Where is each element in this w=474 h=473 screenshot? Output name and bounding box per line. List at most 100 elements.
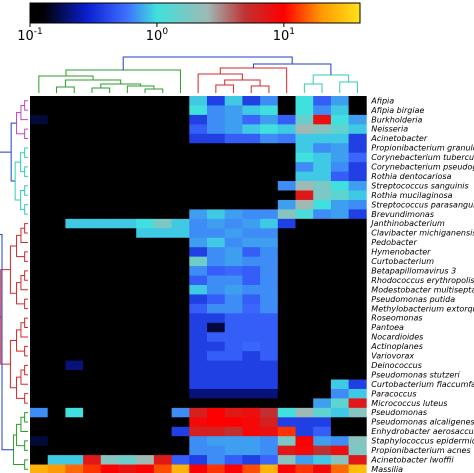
heatmap-cell (277, 266, 296, 276)
heatmap-cell (65, 360, 84, 371)
heatmap-cell (136, 162, 155, 172)
heatmap-cell (277, 181, 296, 191)
heatmap-cell (30, 285, 49, 295)
heatmap-cell (313, 436, 332, 447)
heatmap-cell (277, 360, 296, 371)
heatmap-cell (100, 388, 119, 399)
heatmap-cell (260, 181, 279, 191)
heatmap-cell (118, 237, 137, 248)
heatmap-cell (83, 388, 102, 399)
heatmap-cell (47, 379, 66, 390)
heatmap-cell (295, 152, 314, 163)
heatmap-cell (153, 256, 172, 267)
heatmap-cell (295, 171, 314, 182)
heatmap-cell (295, 455, 314, 465)
heatmap-cell (330, 464, 349, 473)
heatmap-cell (47, 181, 66, 191)
heatmap-cell (207, 322, 226, 333)
row-label: Corynebacterium pseudogenitalium (371, 163, 474, 172)
heatmap-cell (295, 133, 314, 144)
heatmap-cell (136, 426, 155, 437)
heatmap-cell (100, 303, 119, 314)
heatmap-cell (242, 181, 261, 191)
heatmap-cell (47, 275, 66, 286)
heatmap-cell (136, 190, 155, 201)
heatmap-cell (224, 285, 243, 295)
dendrogram-link (215, 84, 235, 93)
row-label: Pseudomonas (371, 408, 427, 417)
heatmap-cell (30, 96, 49, 106)
heatmap-cell (83, 303, 102, 314)
heatmap-cell (348, 417, 367, 428)
heatmap-cell (30, 322, 49, 333)
heatmap-cell (277, 256, 296, 267)
heatmap-cell (100, 398, 119, 409)
heatmap-cell (277, 322, 296, 333)
heatmap-cell (330, 379, 349, 390)
heatmap-cell (83, 143, 102, 154)
heatmap-cell (313, 209, 332, 220)
heatmap-cell (65, 332, 84, 343)
heatmap-cell (348, 407, 367, 418)
heatmap-cell (260, 162, 279, 172)
heatmap-cell (277, 285, 296, 295)
heatmap-cell (348, 445, 367, 456)
heatmap-cell (136, 181, 155, 191)
row-label: Actinoplanes (370, 342, 423, 351)
heatmap-cell (313, 398, 332, 409)
heatmap-cell (100, 341, 119, 352)
heatmap-cell (313, 294, 332, 305)
row-label: Paracoccus (371, 389, 416, 398)
heatmap-cell (83, 417, 102, 428)
heatmap-cell (207, 436, 226, 447)
heatmap-cell (83, 332, 102, 343)
heatmap-cell (348, 228, 367, 239)
heatmap-cell (242, 303, 261, 314)
heatmap-cell (313, 190, 332, 201)
heatmap-cell (171, 341, 190, 352)
heatmap-cell (47, 455, 66, 465)
heatmap-cell (153, 133, 172, 144)
heatmap-cell (47, 171, 66, 182)
heatmap-cell (153, 445, 172, 456)
dendrogram-link (10, 122, 17, 182)
heatmap-cell (153, 162, 172, 172)
heatmap-cell (207, 199, 226, 210)
heatmap-cell (136, 313, 155, 324)
heatmap-cell (65, 341, 84, 352)
heatmap-cell (330, 303, 349, 314)
heatmap-cell (47, 266, 66, 276)
dendrogram-link (24, 204, 28, 215)
heatmap-cell (136, 436, 155, 447)
heatmap-cell (260, 455, 279, 465)
heatmap-cell (153, 313, 172, 324)
heatmap-cell (277, 332, 296, 343)
heatmap-cell (207, 398, 226, 409)
heatmap-cell (171, 237, 190, 248)
heatmap-cell (295, 218, 314, 229)
heatmap-cell (277, 105, 296, 116)
heatmap-cell (30, 370, 49, 380)
heatmap-cell (330, 181, 349, 191)
column-dendrogram (38, 56, 358, 93)
heatmap-cell (295, 96, 314, 106)
row-label: Propionibacterium acnes (371, 446, 470, 455)
heatmap-cell (136, 266, 155, 276)
heatmap-cell (136, 407, 155, 418)
heatmap-cell (277, 133, 296, 144)
heatmap-cell (171, 407, 190, 418)
heatmap-cell (100, 209, 119, 220)
heatmap-cell (100, 285, 119, 295)
heatmap-cell (153, 266, 172, 276)
heatmap-cell (83, 124, 102, 135)
heatmap-cell (83, 445, 102, 456)
heatmap-cell (30, 105, 49, 116)
heatmap-cell (83, 152, 102, 163)
heatmap-cell (277, 407, 296, 418)
row-label: Acinetobacter lwoffii (370, 455, 454, 464)
heatmap-cell (207, 162, 226, 172)
heatmap-cell (224, 303, 243, 314)
heatmap-cell (242, 426, 261, 437)
row-label: Betapapillomavirus 3 (371, 266, 456, 275)
